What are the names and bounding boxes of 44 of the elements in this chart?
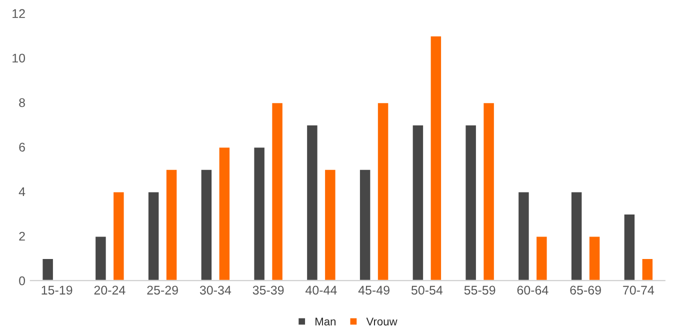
bar (411, 124, 424, 281)
bar (112, 190, 126, 281)
y-tick-label: 12 (12, 9, 25, 18)
y-tick-label: 6 (19, 142, 25, 152)
x-tick-label: 55-59 (464, 286, 496, 295)
x-tick-label: 30-34 (200, 286, 232, 295)
x-tick-label: 20-24 (94, 286, 126, 295)
bar (570, 190, 584, 281)
y-tick-label: 0 (19, 276, 26, 286)
bar (165, 168, 178, 281)
legend-label: Man (316, 318, 336, 326)
bar (324, 168, 337, 281)
x-tick-label: 40-44 (305, 286, 337, 295)
bar (218, 146, 231, 281)
bar (270, 102, 284, 281)
bar (464, 124, 478, 281)
bar (200, 168, 213, 281)
x-tick-label: 15-19 (42, 286, 72, 295)
bar (535, 235, 548, 281)
bar (147, 190, 160, 281)
bar (358, 168, 372, 281)
bar (306, 124, 319, 281)
y-tick-label: 8 (19, 98, 25, 108)
x-tick-label: 45-49 (358, 286, 390, 295)
bar (41, 258, 54, 281)
bar (376, 102, 390, 281)
bar (517, 190, 530, 281)
bar (588, 235, 602, 281)
bar (252, 146, 266, 281)
bar (429, 34, 442, 281)
y-tick-label: 4 (18, 187, 26, 196)
bar (622, 213, 636, 281)
y-tick-label: 10 (12, 54, 26, 63)
x-tick-label: 25-29 (147, 286, 178, 295)
y-tick-label: 2 (19, 232, 25, 241)
x-tick-label: 60-64 (517, 286, 548, 295)
bar (640, 258, 654, 281)
bar (482, 102, 496, 281)
x-tick-label: 35-39 (252, 286, 284, 295)
x-tick-label: 70-74 (623, 286, 654, 295)
bar (94, 235, 108, 281)
x-tick-label: 50-54 (411, 286, 443, 295)
x-tick-label: 65-69 (570, 286, 601, 295)
legend-label: Vrouw (366, 318, 398, 326)
